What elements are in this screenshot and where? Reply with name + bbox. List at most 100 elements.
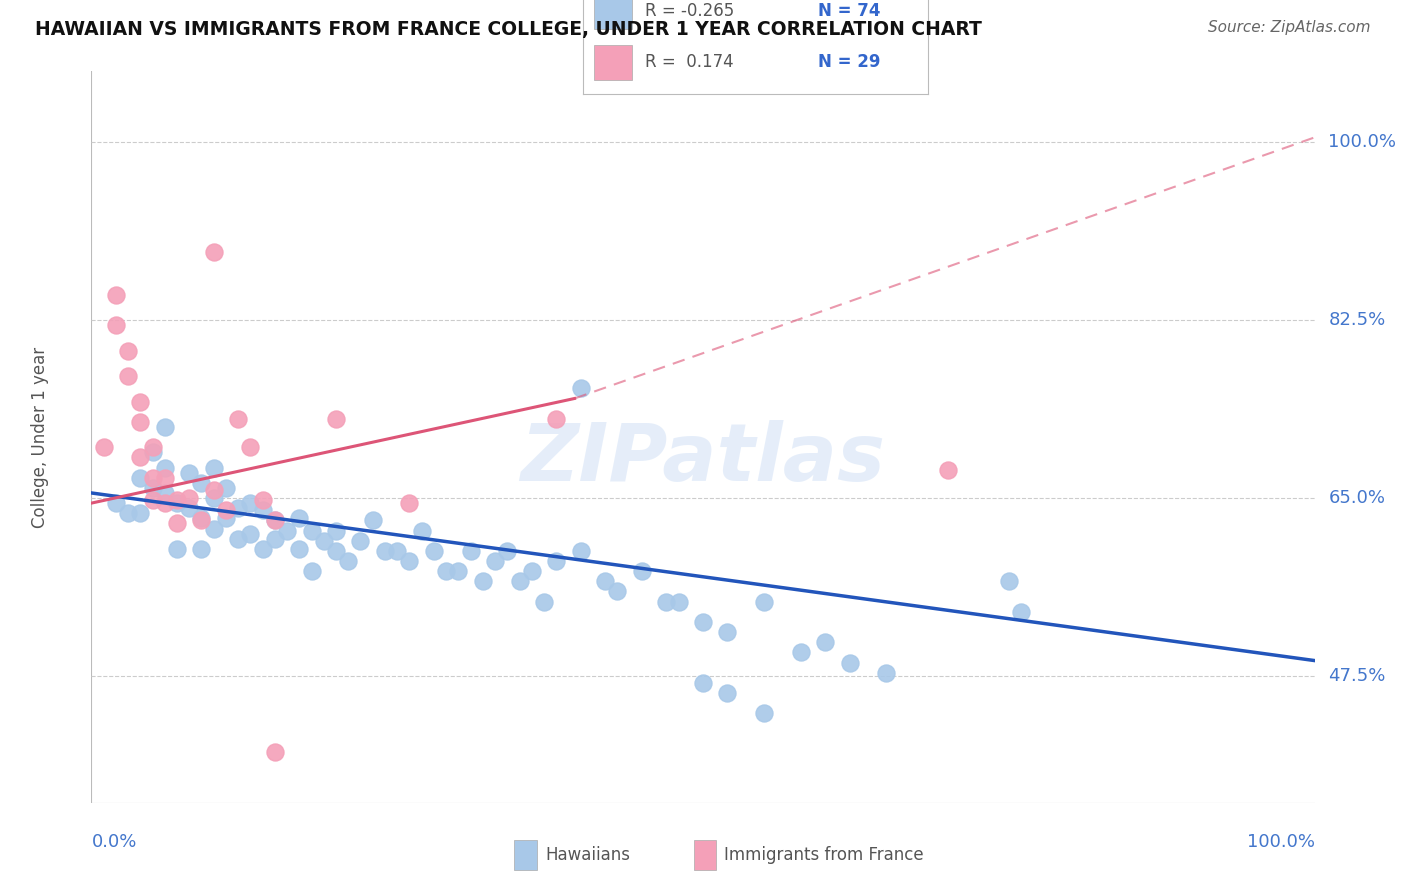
Point: [104, 496, 127, 510]
Point: [141, 471, 163, 485]
Point: [434, 564, 457, 578]
Point: [569, 544, 592, 558]
Point: [936, 462, 959, 476]
Point: [398, 496, 420, 510]
Point: [754, 706, 776, 721]
Point: [349, 533, 371, 548]
Point: [129, 415, 152, 429]
Point: [484, 554, 506, 568]
Point: [226, 501, 249, 516]
Point: [520, 564, 543, 578]
Point: [153, 496, 176, 510]
Point: [533, 595, 555, 609]
Point: [264, 745, 287, 759]
Point: [252, 493, 274, 508]
Point: [252, 541, 274, 556]
Point: [104, 288, 127, 302]
Point: [496, 544, 519, 558]
Point: [129, 450, 152, 465]
Text: R =  0.174: R = 0.174: [645, 53, 734, 70]
Point: [301, 564, 323, 578]
Point: [692, 676, 714, 690]
Point: [179, 466, 201, 480]
Point: [385, 544, 409, 558]
Point: [288, 541, 311, 556]
Point: [593, 574, 616, 589]
Point: [716, 686, 738, 700]
Point: [215, 511, 238, 525]
Point: [423, 544, 446, 558]
Point: [190, 475, 212, 490]
Point: [153, 471, 176, 485]
Point: [226, 412, 249, 426]
Point: [325, 544, 347, 558]
Point: [1010, 605, 1032, 619]
Point: [104, 318, 127, 333]
Text: 47.5%: 47.5%: [1329, 667, 1386, 685]
Point: [875, 665, 898, 680]
Text: HAWAIIAN VS IMMIGRANTS FROM FRANCE COLLEGE, UNDER 1 YEAR CORRELATION CHART: HAWAIIAN VS IMMIGRANTS FROM FRANCE COLLE…: [35, 20, 981, 38]
Point: [141, 445, 163, 459]
Point: [141, 440, 163, 454]
Point: [190, 541, 212, 556]
Point: [202, 522, 225, 536]
Point: [325, 412, 347, 426]
Point: [814, 635, 837, 649]
Point: [226, 532, 249, 546]
Text: 0.0%: 0.0%: [91, 833, 136, 851]
Text: N = 29: N = 29: [818, 53, 880, 70]
Point: [337, 554, 360, 568]
Point: [288, 511, 311, 525]
Point: [129, 394, 152, 409]
Point: [202, 460, 225, 475]
Point: [460, 544, 482, 558]
Point: [153, 420, 176, 434]
Point: [264, 513, 287, 527]
Text: ZIPatlas: ZIPatlas: [520, 420, 886, 498]
Point: [202, 491, 225, 505]
Point: [215, 503, 238, 517]
Point: [276, 524, 298, 538]
Point: [117, 369, 139, 384]
Text: R = -0.265: R = -0.265: [645, 2, 735, 20]
Point: [655, 595, 678, 609]
Point: [754, 595, 776, 609]
Point: [239, 496, 262, 510]
Point: [93, 440, 115, 454]
Point: [716, 625, 738, 640]
Point: [569, 381, 592, 395]
Text: Hawaiians: Hawaiians: [546, 846, 630, 863]
Bar: [515, 839, 537, 870]
Point: [509, 574, 531, 589]
Point: [692, 615, 714, 629]
Point: [166, 493, 188, 508]
Point: [202, 245, 225, 260]
Text: 100.0%: 100.0%: [1329, 134, 1396, 152]
Point: [190, 513, 212, 527]
Point: [398, 554, 420, 568]
Point: [215, 481, 238, 495]
Point: [179, 491, 201, 505]
Point: [239, 440, 262, 454]
Bar: [593, 0, 631, 29]
Bar: [593, 45, 631, 80]
Point: [153, 486, 176, 500]
Point: [411, 524, 433, 538]
Point: [166, 541, 188, 556]
Point: [546, 412, 568, 426]
Point: [264, 532, 287, 546]
Point: [129, 471, 152, 485]
Point: [606, 584, 628, 599]
Point: [374, 544, 396, 558]
Point: [325, 524, 347, 538]
Text: N = 74: N = 74: [818, 2, 880, 20]
Point: [668, 595, 690, 609]
Point: [129, 506, 152, 520]
Point: [301, 524, 323, 538]
Point: [546, 554, 568, 568]
Text: College, Under 1 year: College, Under 1 year: [31, 346, 49, 528]
Point: [153, 460, 176, 475]
Point: [790, 645, 813, 659]
Point: [117, 343, 139, 358]
Point: [117, 506, 139, 520]
